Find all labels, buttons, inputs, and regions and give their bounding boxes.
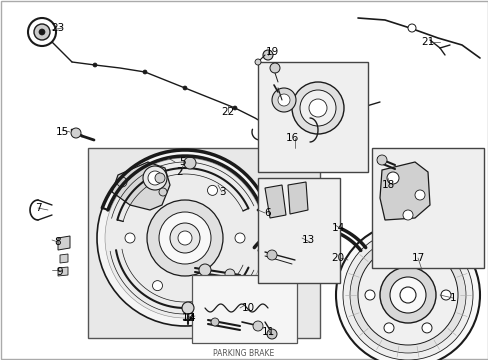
Polygon shape [58, 267, 68, 276]
Circle shape [183, 157, 196, 169]
Circle shape [159, 212, 210, 264]
Text: 7: 7 [35, 203, 41, 213]
Circle shape [155, 173, 164, 183]
Circle shape [421, 257, 431, 267]
Circle shape [97, 150, 272, 326]
Circle shape [299, 90, 335, 126]
Circle shape [386, 172, 398, 184]
Circle shape [39, 29, 45, 35]
Circle shape [232, 106, 237, 110]
Circle shape [148, 171, 162, 185]
Circle shape [147, 200, 223, 276]
Polygon shape [58, 236, 70, 250]
Circle shape [142, 166, 167, 190]
Bar [192, 275, 296, 343]
Text: 4: 4 [188, 313, 195, 323]
Circle shape [34, 24, 50, 40]
Text: 1: 1 [449, 293, 455, 303]
Circle shape [224, 269, 235, 279]
Circle shape [152, 281, 162, 291]
Text: 15: 15 [55, 127, 68, 137]
Circle shape [159, 188, 167, 196]
Circle shape [105, 158, 264, 318]
Circle shape [335, 223, 479, 360]
Text: 17: 17 [410, 253, 424, 263]
Text: 18: 18 [381, 180, 394, 190]
Circle shape [278, 94, 289, 106]
Circle shape [342, 230, 472, 360]
Bar [371, 148, 483, 268]
Text: PARKING BRAKE: PARKING BRAKE [213, 350, 274, 359]
Circle shape [266, 250, 276, 260]
Circle shape [364, 290, 374, 300]
Circle shape [170, 223, 200, 253]
Circle shape [210, 318, 219, 326]
Text: 13: 13 [301, 235, 314, 245]
Polygon shape [112, 162, 170, 210]
Text: 23: 23 [51, 23, 64, 33]
Text: 19: 19 [265, 47, 278, 57]
Circle shape [71, 128, 81, 138]
Text: 3: 3 [218, 187, 225, 197]
Circle shape [263, 50, 272, 60]
Text: 5: 5 [179, 157, 186, 167]
Text: 12: 12 [181, 313, 194, 323]
Bar [258, 178, 339, 283]
Bar [258, 62, 367, 172]
Circle shape [254, 59, 261, 65]
Text: 8: 8 [55, 237, 61, 247]
Text: 14: 14 [331, 223, 344, 233]
Circle shape [263, 208, 272, 218]
Circle shape [383, 257, 393, 267]
Text: 11: 11 [261, 327, 274, 337]
Circle shape [152, 185, 162, 195]
Circle shape [117, 177, 127, 187]
Text: 20: 20 [331, 253, 344, 263]
Circle shape [142, 70, 147, 74]
Polygon shape [60, 254, 68, 263]
Text: 2: 2 [176, 167, 183, 177]
Circle shape [383, 323, 393, 333]
Circle shape [93, 63, 97, 67]
Polygon shape [264, 185, 285, 218]
Circle shape [379, 267, 435, 323]
Circle shape [421, 323, 431, 333]
Circle shape [357, 245, 457, 345]
Text: 6: 6 [264, 208, 271, 218]
Bar [88, 148, 319, 338]
Circle shape [399, 287, 415, 303]
Polygon shape [379, 162, 429, 220]
Circle shape [271, 88, 295, 112]
Circle shape [291, 82, 343, 134]
Circle shape [407, 24, 415, 32]
Polygon shape [287, 182, 307, 214]
Circle shape [414, 190, 424, 200]
Text: 22: 22 [221, 107, 234, 117]
Circle shape [182, 302, 194, 314]
Circle shape [349, 237, 465, 353]
Polygon shape [285, 226, 307, 246]
Circle shape [28, 18, 56, 46]
Circle shape [207, 185, 217, 195]
Circle shape [389, 277, 425, 313]
Text: 16: 16 [285, 133, 298, 143]
Circle shape [199, 264, 210, 276]
Circle shape [125, 233, 135, 243]
Circle shape [376, 155, 386, 165]
Circle shape [269, 63, 280, 73]
Circle shape [266, 329, 276, 339]
Text: 10: 10 [241, 303, 254, 313]
Circle shape [440, 290, 450, 300]
Circle shape [402, 210, 412, 220]
Circle shape [207, 281, 217, 291]
Circle shape [178, 231, 192, 245]
Text: 21: 21 [421, 37, 434, 47]
Circle shape [308, 99, 326, 117]
Circle shape [235, 233, 244, 243]
Circle shape [252, 321, 263, 331]
Circle shape [183, 86, 186, 90]
Text: 9: 9 [57, 267, 63, 277]
